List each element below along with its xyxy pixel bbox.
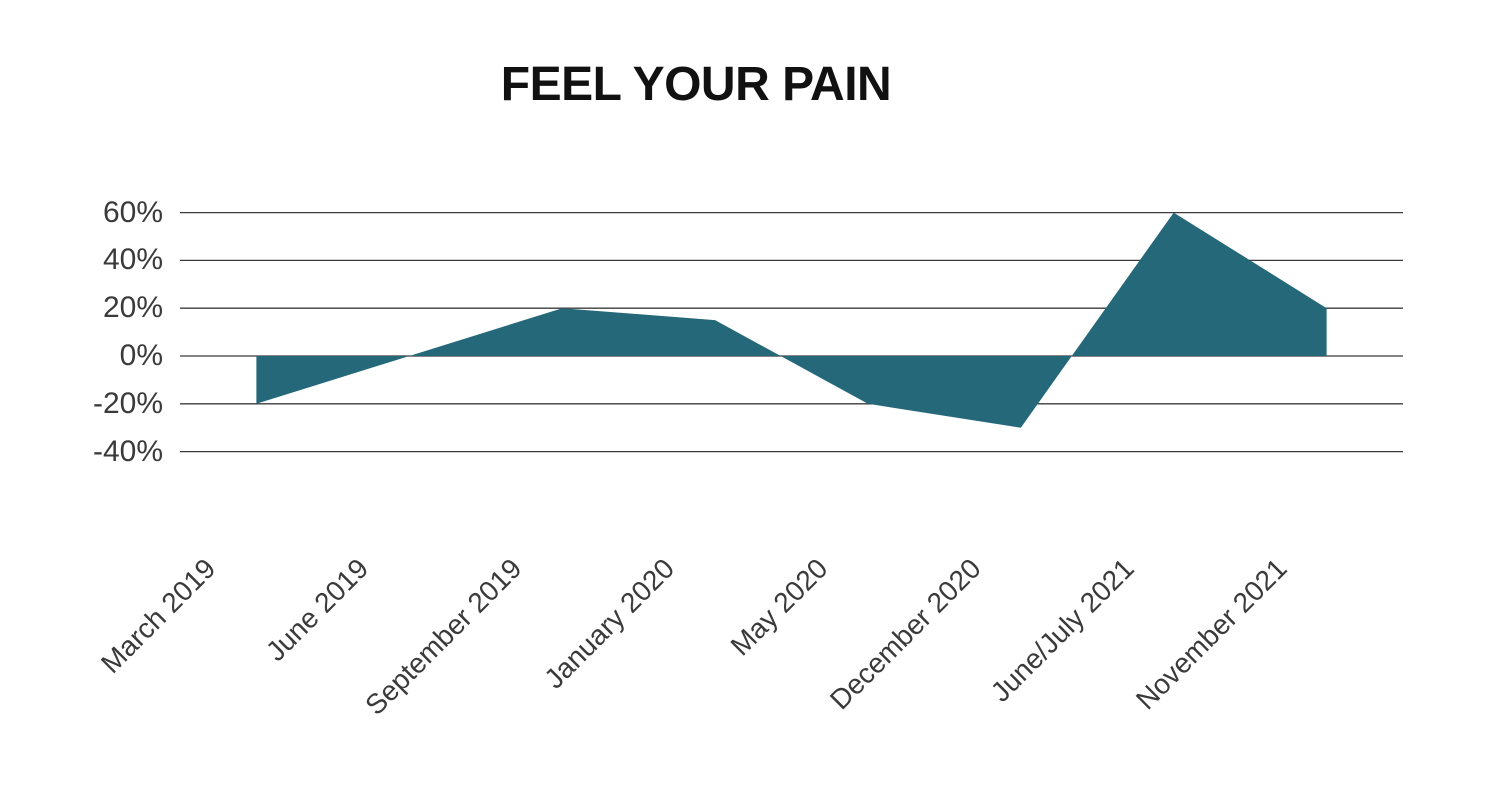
y-axis-tick-label: -20%: [92, 387, 163, 420]
chart-title: FEEL YOUR PAIN: [500, 58, 892, 111]
y-axis-tick-label: 40%: [102, 243, 163, 276]
y-axis-tick-label: 0%: [119, 339, 163, 372]
y-axis-tick-label: 20%: [102, 291, 163, 324]
area-series-shape: [256, 212, 1327, 428]
y-axis-tick-label: 60%: [102, 196, 163, 229]
y-axis-tick-label: -40%: [92, 435, 163, 468]
